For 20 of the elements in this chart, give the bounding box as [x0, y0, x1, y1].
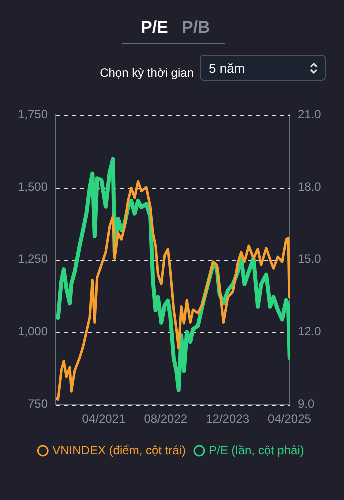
y2-tick-label: 18.0	[298, 180, 322, 194]
x-tick-label: 12/2023	[206, 412, 250, 426]
y-tick-label: 1,000	[18, 324, 48, 339]
y2-tick-label: 15.0	[298, 252, 322, 266]
legend-label: P/E (lần, cột phải)	[208, 443, 304, 458]
x-tick-label: 04/2021	[82, 412, 126, 426]
text: Chọn kỳ thời gian	[100, 66, 194, 80]
legend-label: VNINDEX (điểm, cột trái)	[52, 443, 186, 458]
y-tick-label: 1,250	[18, 252, 48, 266]
y-tick-label: 1,500	[18, 180, 48, 194]
y-tick-label: 750	[28, 396, 48, 411]
y2-tick-label: 12.0	[298, 324, 322, 339]
text: P/B	[182, 18, 210, 38]
time-period-select: 5 năm	[200, 55, 326, 81]
y2-tick-label: 21.0	[298, 108, 322, 122]
y2-tick-label: 9.0	[298, 396, 316, 411]
x-tick-label: 08/2022	[144, 412, 188, 426]
x-tick-label: 04/2025	[268, 412, 312, 426]
y-tick-label: 1,750	[18, 108, 48, 122]
text: P/E	[141, 18, 168, 38]
